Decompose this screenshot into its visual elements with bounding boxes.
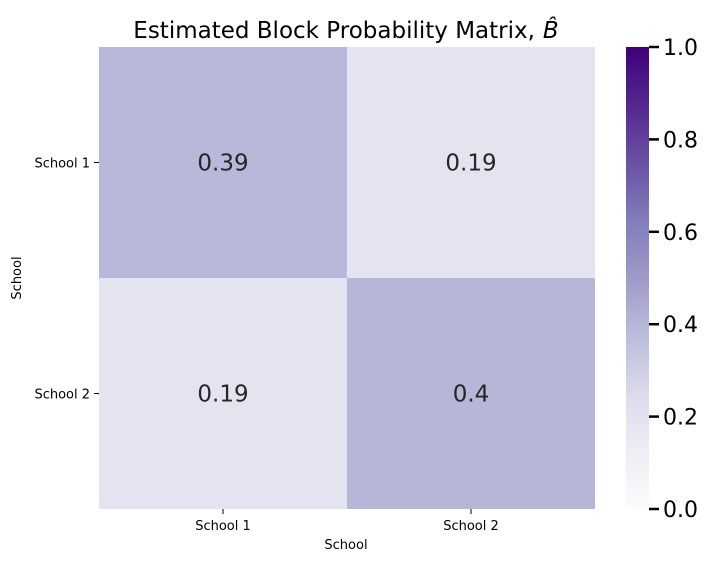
x-axis-label: School [324,538,367,553]
heatmap-cell [99,47,347,278]
x-axis-ticks: School 1 School 2 [195,509,499,534]
chart-title-symbol: B̂ [543,17,559,44]
heatmap-cell [347,47,595,278]
heatmap-cells: 0.39 0.19 0.19 0.4 [99,47,595,509]
colorbar-tick-label: 0.8 [663,128,698,153]
colorbar-tick-label: 1.0 [663,36,698,61]
cell-value-label: 0.39 [197,151,248,177]
colorbar-ticks: 0.0 0.2 0.4 0.6 0.8 1.0 [649,36,698,523]
chart-title-main: Estimated Block Probability Matrix, [133,18,535,44]
cell-value-label: 0.4 [453,382,490,408]
chart-title: Estimated Block Probability Matrix, B̂ [133,17,558,44]
y-tick-label: School 2 [34,388,90,403]
colorbar-tick-label: 0.6 [663,221,698,246]
cell-value-label: 0.19 [197,382,248,408]
cell-value-label: 0.19 [445,151,496,177]
colorbar-tick-label: 0.2 [663,406,698,431]
colorbar-tick-label: 0.4 [663,313,698,338]
x-tick-label: School 2 [443,519,499,534]
y-axis-ticks: School 1 School 2 [34,157,99,403]
colorbar-tick-label: 0.0 [663,498,698,523]
x-tick-label: School 1 [195,519,251,534]
y-axis-label: School [10,256,25,299]
heatmap-cell [99,278,347,509]
y-tick-label: School 1 [34,157,90,172]
heatmap-cell [347,278,595,509]
colorbar [626,47,649,509]
